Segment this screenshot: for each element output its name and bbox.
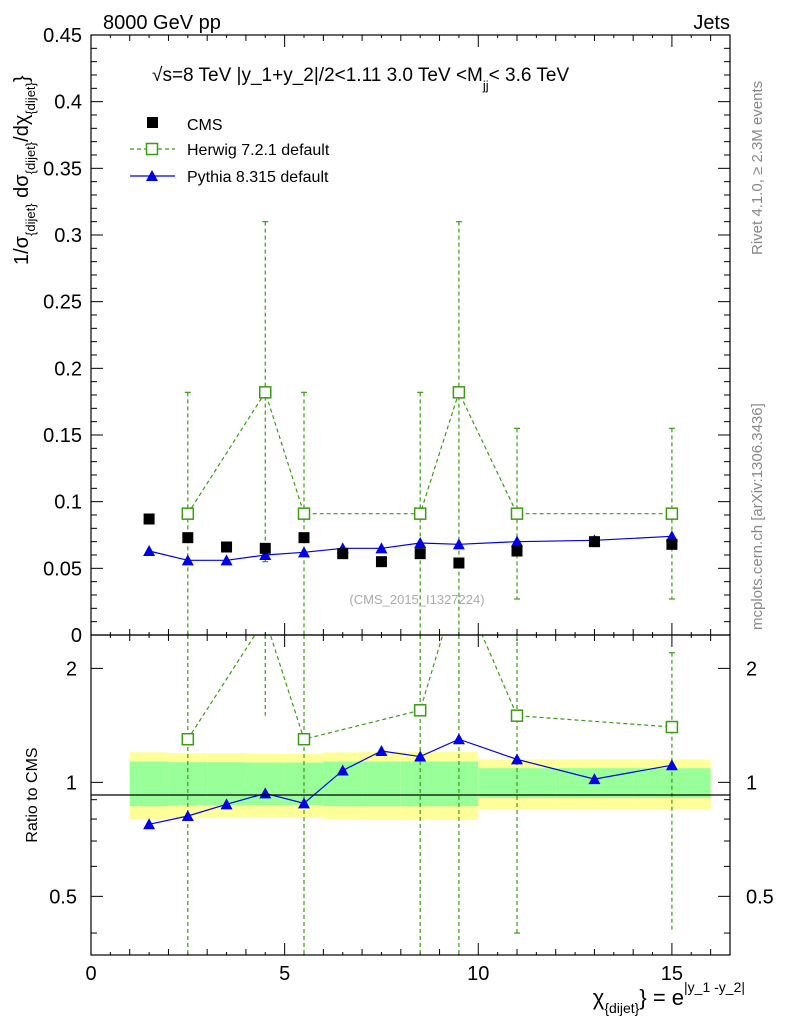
pythia-point: [414, 537, 427, 548]
cms-point: [337, 548, 349, 560]
main-y-tick-label: 0.35: [43, 158, 82, 180]
pythia-ratio-point: [336, 764, 349, 776]
cms-point: [259, 542, 271, 554]
herwig-point: [413, 507, 427, 520]
cms-point: [221, 541, 233, 553]
cms-point: [298, 532, 310, 544]
ratio-y-tick-label: 1: [66, 772, 77, 794]
axis-ticks: 0 5 10 15 0 0.05 0.1 0.15 0.2 0.25 0.3 0.35 0.4 0.45 0…: [43, 25, 774, 985]
legend-cms-label: CMS: [187, 117, 223, 134]
herwig-point: [259, 386, 272, 399]
legend-pythia-marker: [146, 170, 158, 181]
band-inner-bin: [207, 762, 246, 806]
herwig-point: [297, 507, 311, 520]
herwig-ratio-series: [181, 635, 679, 955]
cms-series: [143, 513, 678, 569]
legend-herwig-label: Herwig 7.2.1 default: [187, 142, 330, 159]
legend-herwig-marker: [145, 142, 159, 156]
ratio-y-tick-label-right: 1: [746, 772, 757, 794]
pythia-point: [375, 542, 388, 554]
legend-cms-marker: [147, 117, 158, 128]
pythia-ratio-point: [298, 797, 310, 809]
main-y-tick-label: 0.05: [43, 558, 82, 580]
x-axis-label: χ{dijet}} = e|y_1 -y_2|: [593, 979, 745, 1016]
pythia-ratio-point: [665, 759, 678, 771]
pythia-ratio-point: [143, 818, 156, 830]
cms-point: [453, 557, 465, 569]
main-y-tick-label: 0.3: [54, 225, 82, 247]
analysis-watermark: (CMS_2015_I1327224): [349, 592, 484, 607]
header-jets: Jets: [693, 12, 730, 34]
ratio-y-tick-label-right: 0.5: [746, 886, 774, 908]
herwig-ratio-point: [510, 709, 524, 722]
cms-point: [182, 532, 194, 544]
herwig-ratio-point: [413, 704, 427, 717]
herwig-series: [181, 221, 679, 955]
legend-pythia-label: Pythia 8.315 default: [187, 169, 329, 186]
ratio-y-axis-label: Ratio to CMS: [24, 747, 41, 842]
pythia-ratio-line: [148, 738, 673, 825]
legend: CMS Herwig 7.2.1 default Pythia 8.315 de…: [130, 117, 330, 186]
pythia-ratio-point: [220, 798, 233, 810]
cms-point: [666, 538, 678, 550]
herwig-ratio-point: [297, 732, 311, 746]
mcplots-label: mcplots.cern.ch [arXiv:1306.3436]: [749, 403, 766, 630]
pythia-ratio-point: [414, 750, 427, 762]
cms-point: [375, 556, 387, 568]
pythia-point: [181, 554, 194, 566]
main-y-tick-label: 0.45: [43, 25, 82, 47]
main-y-tick-label: 0.4: [54, 92, 82, 114]
herwig-point: [510, 507, 524, 520]
pythia-point: [143, 545, 156, 556]
herwig-point: [181, 507, 195, 520]
pythia-point: [511, 535, 523, 547]
ratio-y-tick-label: 0.5: [49, 886, 77, 908]
rivet-version-label: Rivet 4.1.0, ≥ 2.3M events: [749, 81, 766, 255]
main-y-tick-label: 0.2: [54, 358, 82, 380]
cms-point: [414, 548, 426, 560]
pythia-ratio-point: [588, 773, 601, 785]
x-tick-label: 10: [467, 963, 489, 985]
x-tick-label: 0: [85, 963, 96, 985]
x-tick-label: 5: [279, 963, 290, 985]
plot-title: √s=8 TeV |y_1+y_2|/2<1.11 3.0 TeV <Mjj< …: [152, 65, 569, 93]
pythia-point: [220, 554, 233, 566]
herwig-ratio-point: [665, 720, 679, 734]
main-y-axis-label: 1/σ{dijet} dσ{dijet}/dχ{dijet}}: [11, 75, 38, 265]
main-y-tick-label: 0: [71, 625, 82, 647]
cms-point: [511, 545, 523, 557]
main-y-tick-label: 0.25: [43, 292, 82, 314]
header-energy: 8000 GeV pp: [103, 12, 221, 34]
pythia-ratio-point: [259, 787, 272, 799]
ratio-y-tick-label: 2: [66, 658, 77, 680]
pythia-ratio-point: [511, 753, 523, 765]
pythia-series: [143, 530, 678, 830]
cms-point: [588, 536, 600, 548]
x-tick-label: 15: [661, 963, 683, 985]
cms-point: [143, 513, 155, 525]
ratio-y-tick-label-right: 2: [746, 658, 757, 680]
pythia-point: [298, 546, 310, 558]
main-y-tick-label: 0.1: [54, 492, 82, 514]
main-y-tick-label: 0.15: [43, 425, 82, 447]
band-inner-bin: [362, 761, 401, 807]
pythia-ratio-point: [452, 733, 465, 745]
herwig-point: [452, 386, 466, 399]
band-inner-bin: [129, 761, 169, 807]
band-inner-bin: [245, 762, 285, 805]
pythia-line: [148, 535, 672, 561]
pythia-point: [452, 538, 465, 550]
pythia-point: [259, 549, 272, 560]
herwig-line: [187, 390, 672, 515]
pythia-ratio-point: [181, 809, 194, 821]
pythia-ratio-point: [375, 745, 388, 757]
herwig-point: [665, 507, 679, 520]
pythia-point: [665, 530, 678, 542]
herwig-ratio-point: [181, 732, 195, 746]
